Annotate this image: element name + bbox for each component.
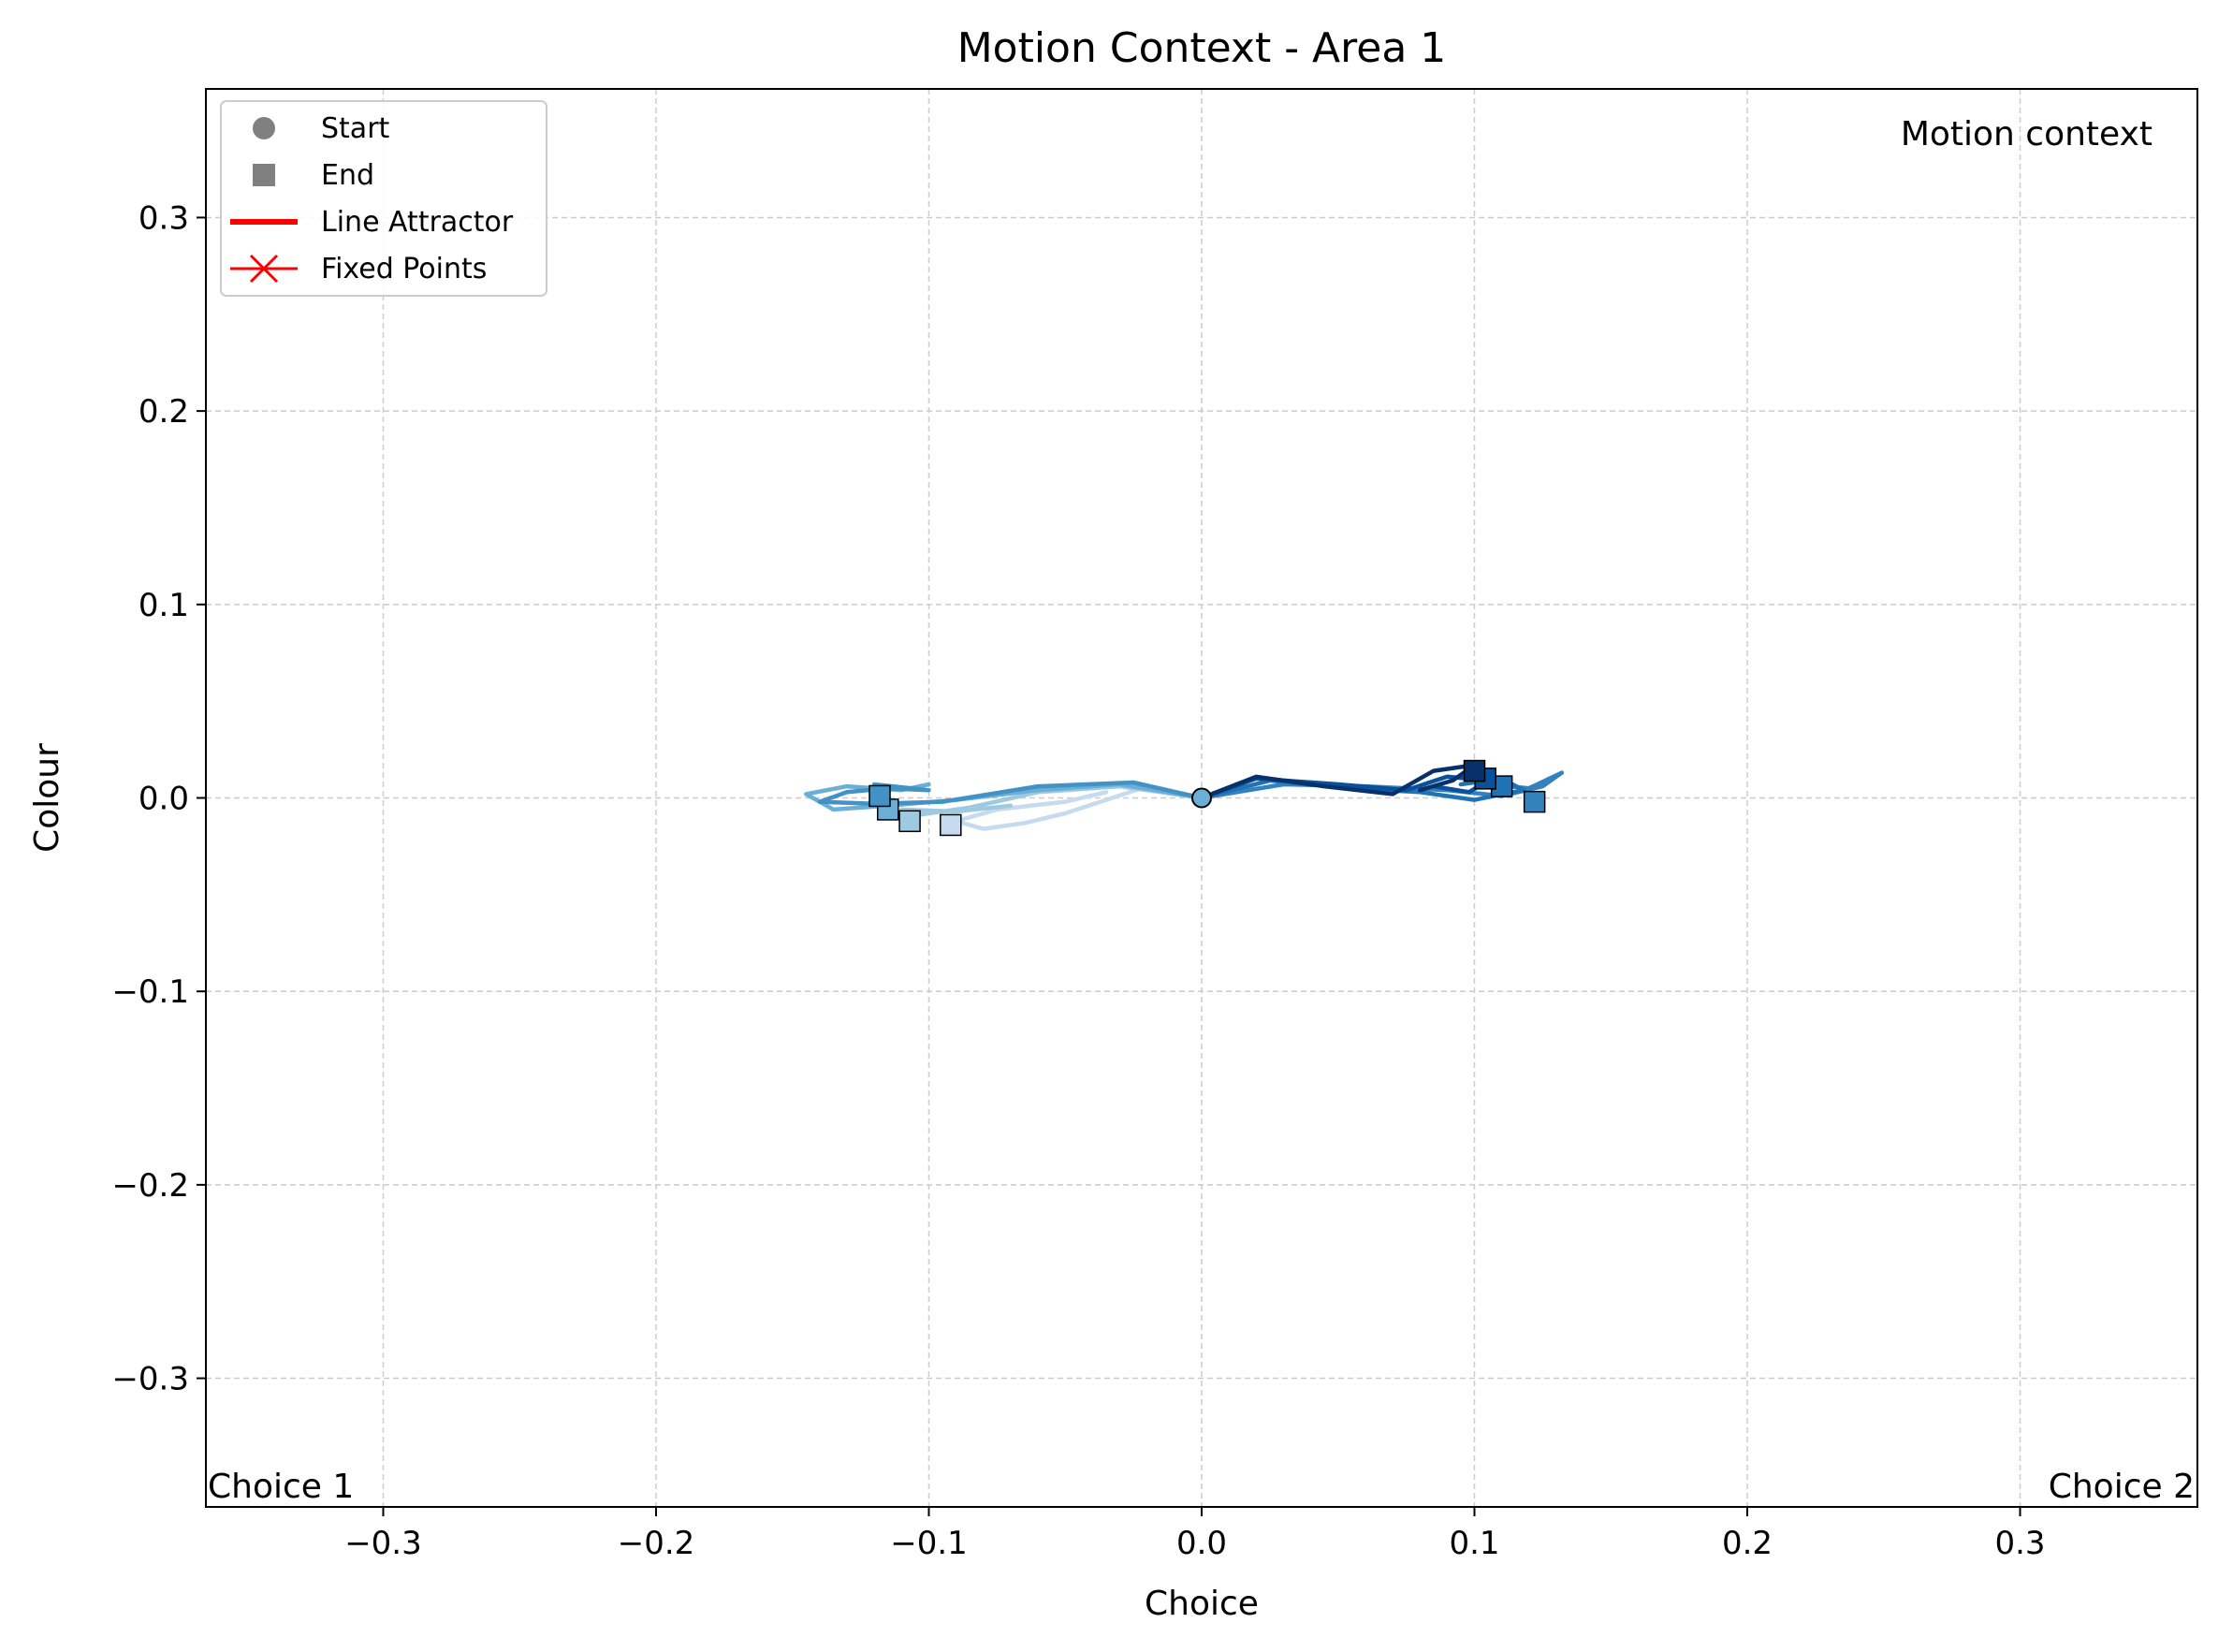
x-tick-label: 0.3 (1994, 1525, 2045, 1562)
legend-end-marker (253, 164, 275, 186)
context-annotation: Motion context (1901, 115, 2152, 154)
choice1-annotation: Choice 1 (208, 1468, 354, 1506)
chart-title: Motion Context - Area 1 (957, 24, 1447, 72)
end-marker (940, 813, 962, 837)
legend-label: Line Attractor (321, 206, 514, 239)
x-tick-label: −0.2 (618, 1525, 695, 1562)
choice2-annotation: Choice 2 (2049, 1468, 2195, 1506)
grid (206, 89, 2197, 1507)
trajectory-line (817, 780, 1204, 806)
legend-box (220, 100, 547, 297)
legend-label: End (321, 159, 374, 192)
markers-layer (868, 759, 1546, 837)
start-marker (1191, 787, 1212, 809)
legend-label: Fixed Points (321, 253, 487, 285)
y-tick-label: 0.1 (139, 587, 189, 624)
end-marker (1463, 759, 1486, 782)
end-marker (1523, 790, 1546, 813)
x-axis-title: Choice (1145, 1585, 1259, 1623)
y-tick-label: −0.1 (111, 973, 189, 1011)
trajectory-line (954, 783, 1204, 831)
y-axis-title: Colour (28, 743, 66, 853)
legend-label: Start (321, 112, 390, 145)
y-tick-label: −0.2 (111, 1167, 189, 1205)
y-tick-label: 0.3 (139, 199, 189, 237)
x-tick-label: 0.0 (1176, 1525, 1227, 1562)
end-marker (898, 810, 921, 833)
x-tick-label: 0.2 (1722, 1525, 1773, 1562)
end-marker (868, 784, 891, 808)
legend-fixed-points-x (249, 254, 279, 284)
y-tick-label: 0.0 (139, 781, 189, 818)
ticks: −0.3 −0.2 −0.1 0.0 0.1 0.2 0.3 −0.3 −0.2 −0.1 0.0 0… (111, 199, 2045, 1562)
y-tick-label: −0.3 (111, 1361, 189, 1398)
legend-start-marker (253, 117, 275, 139)
x-tick-label: −0.3 (344, 1525, 422, 1562)
x-tick-label: −0.1 (890, 1525, 968, 1562)
x-tick-label: 0.1 (1449, 1525, 1499, 1562)
y-tick-label: 0.2 (139, 393, 189, 431)
trajectory-line (1199, 763, 1477, 800)
legend: Start End Line Attractor Fixed Points (220, 100, 547, 297)
